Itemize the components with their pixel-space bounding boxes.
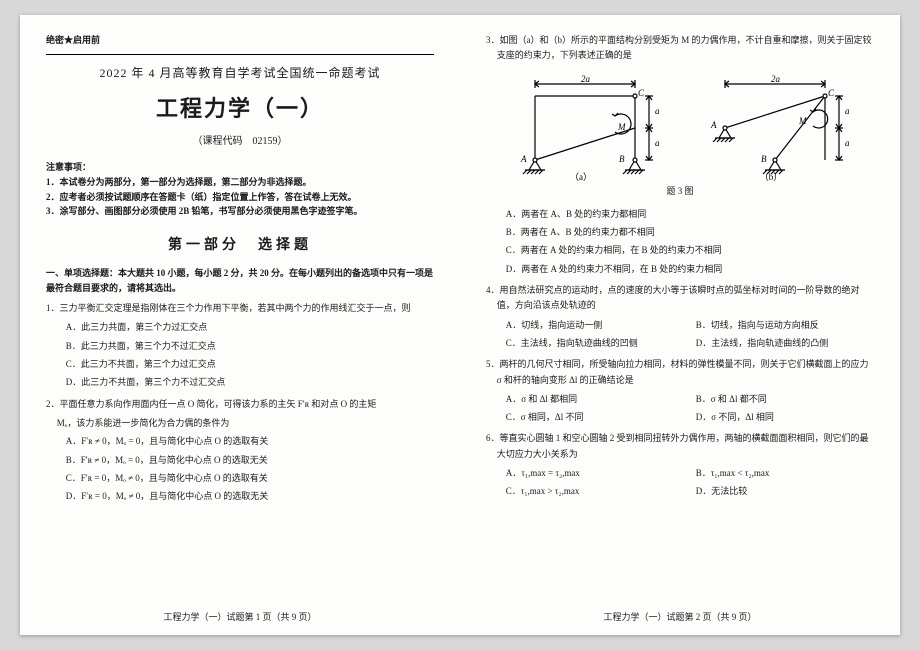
q3-opt-a: A．两者在 A、B 处的约束力都相同: [486, 207, 874, 222]
q2-opt-b: B．F′ʀ ≠ 0，Mₒ = 0，且与简化中心点 O 的选取无关: [46, 453, 434, 468]
figure-3: 2a a a: [486, 72, 874, 182]
footer-page-1: 工程力学（一）试题第 1 页（共 9 页）: [20, 610, 460, 625]
title-block: 2022 年 4 月高等教育自学考试全国统一命题考试 工程力学（一） （课程代码…: [46, 63, 434, 150]
q4-opt-c: C．主法线，指向轨迹曲线的凹侧: [506, 336, 656, 351]
q2-opt-d: D．F′ʀ = 0，Mₒ ≠ 0，且与简化中心点 O 的选取无关: [46, 489, 434, 504]
q5-opt-a: A．σ 和 Δl 都相同: [506, 392, 656, 407]
footer-page-2: 工程力学（一）试题第 2 页（共 9 页）: [460, 610, 900, 625]
q6-stem: 6．等直实心圆轴 1 和空心圆轴 2 受到相同扭转外力偶作用，两轴的横截面面积相…: [486, 431, 874, 462]
notice-1: 1．本试卷分为两部分，第一部分为选择题，第二部分为非选择题。: [46, 175, 434, 189]
q3-opt-d: D．两者在 A 处的约束力不相同，在 B 处的约束力相同: [486, 262, 874, 277]
q6-opt-a: A．τ₁,max = τ₂,max: [506, 466, 656, 481]
page-2: 3．如图（a）和（b）所示的平面结构分别受矩为 M 的力偶作用，不计自重和摩擦，…: [460, 15, 900, 635]
svg-text:B: B: [761, 154, 767, 164]
figure-3b: 2a a a: [695, 72, 855, 182]
svg-text:a: a: [845, 106, 850, 116]
svg-text:a: a: [655, 138, 660, 148]
part-title: 第一部分 选择题: [46, 233, 434, 257]
svg-text:C: C: [638, 88, 645, 98]
figure-3a: 2a a a: [505, 72, 665, 182]
q1-opt-a: A．此三力共面，第三个力过汇交点: [46, 320, 434, 335]
exam-sheet: 绝密★启用前 2022 年 4 月高等教育自学考试全国统一命题考试 工程力学（一…: [20, 15, 900, 635]
page-1: 绝密★启用前 2022 年 4 月高等教育自学考试全国统一命题考试 工程力学（一…: [20, 15, 460, 635]
figure-3-caption: 题 3 图: [486, 184, 874, 199]
q4-opt-a: A．切线，指向运动一侧: [506, 318, 656, 333]
svg-text:A: A: [710, 120, 717, 130]
course-code: （课程代码 02159）: [46, 133, 434, 150]
secrecy-label: 绝密★启用前: [46, 33, 434, 48]
question-5: 5．两杆的几何尺寸相同，所受轴向拉力相同，材料的弹性模量不同，则关于它们横截面上…: [486, 357, 874, 425]
q6-opt-d: D．无法比较: [696, 484, 846, 499]
svg-text:A: A: [520, 154, 527, 164]
q2-opt-c: C．F′ʀ = 0，Mₒ ≠ 0，且与简化中心点 O 的选取有关: [46, 471, 434, 486]
q4-opt-b: B．切线，指向与运动方向相反: [696, 318, 846, 333]
q6-opt-b: B．τ₁,max < τ₂,max: [696, 466, 846, 481]
q3-opt-b: B．两者在 A、B 处的约束力都不相同: [486, 225, 874, 240]
course-name: 工程力学（一）: [46, 90, 434, 127]
svg-text:M: M: [617, 122, 626, 132]
question-6: 6．等直实心圆轴 1 和空心圆轴 2 受到相同扭转外力偶作用，两轴的横截面面积相…: [486, 431, 874, 499]
section-intro: 一、单项选择题：本大题共 10 小题，每小题 2 分，共 20 分。在每小题列出…: [46, 266, 434, 295]
q6-opt-c: C．τ₁,max > τ₂,max: [506, 484, 656, 499]
q2-stem: 2．平面任意力系向作用面内任一点 O 简化，可得该力系的主矢 F′ʀ 和对点 O…: [46, 397, 434, 412]
svg-text:2a: 2a: [581, 74, 591, 84]
notice-header: 注意事项：: [46, 160, 434, 175]
q1-stem: 1．三力平衡汇交定理是指刚体在三个力作用下平衡，若其中两个力的作用线汇交于一点，…: [46, 301, 434, 316]
q2-stem2: Mₒ，该力系能进一步简化为合力偶的条件为: [46, 416, 434, 431]
q2-opt-a: A．F′ʀ ≠ 0，Mₒ = 0，且与简化中心点 O 的选取有关: [46, 434, 434, 449]
notice-3: 3．涂写部分、画图部分必须使用 2B 铅笔，书写部分必须使用黑色字迹签字笔。: [46, 204, 434, 218]
notice-2: 2．应考者必须按试题顺序在答题卡（纸）指定位置上作答，答在试卷上无效。: [46, 190, 434, 204]
svg-text:B: B: [619, 154, 625, 164]
q3-opt-c: C．两者在 A 处的约束力相同，在 B 处的约束力不相同: [486, 243, 874, 258]
svg-text:a: a: [655, 106, 660, 116]
q1-opt-b: B．此三力共面，第三个力不过汇交点: [46, 339, 434, 354]
svg-text:2a: 2a: [771, 74, 781, 84]
q5-opt-b: B．σ 和 Δl 都不同: [696, 392, 846, 407]
header-rule: [46, 54, 434, 55]
question-1: 1．三力平衡汇交定理是指刚体在三个力作用下平衡，若其中两个力的作用线汇交于一点，…: [46, 301, 434, 390]
q5-opt-c: C．σ 相同，Δl 不同: [506, 410, 656, 425]
q5-stem: 5．两杆的几何尺寸相同，所受轴向拉力相同，材料的弹性模量不同，则关于它们横截面上…: [486, 357, 874, 388]
q1-opt-d: D．此三力不共面，第三个力不过汇交点: [46, 375, 434, 390]
question-4: 4．用自然法研究点的运动时，点的速度的大小等于该瞬时点的弧坐标对时间的一阶导数的…: [486, 283, 874, 351]
exam-title: 2022 年 4 月高等教育自学考试全国统一命题考试: [46, 63, 434, 83]
q3-stem: 3．如图（a）和（b）所示的平面结构分别受矩为 M 的力偶作用，不计自重和摩擦，…: [486, 33, 874, 64]
question-3: 3．如图（a）和（b）所示的平面结构分别受矩为 M 的力偶作用，不计自重和摩擦，…: [486, 33, 874, 277]
q1-opt-c: C．此三力不共面，第三个力过汇交点: [46, 357, 434, 372]
svg-text:（a）: （a）: [570, 172, 592, 182]
svg-text:（b）: （b）: [760, 172, 783, 182]
q4-opt-d: D．主法线，指向轨迹曲线的凸侧: [696, 336, 846, 351]
question-2: 2．平面任意力系向作用面内任一点 O 简化，可得该力系的主矢 F′ʀ 和对点 O…: [46, 397, 434, 505]
svg-text:C: C: [828, 88, 835, 98]
q5-opt-d: D．σ 不同，Δl 相同: [696, 410, 846, 425]
q4-stem: 4．用自然法研究点的运动时，点的速度的大小等于该瞬时点的弧坐标对时间的一阶导数的…: [486, 283, 874, 314]
svg-text:M: M: [798, 116, 807, 126]
svg-text:a: a: [845, 138, 850, 148]
